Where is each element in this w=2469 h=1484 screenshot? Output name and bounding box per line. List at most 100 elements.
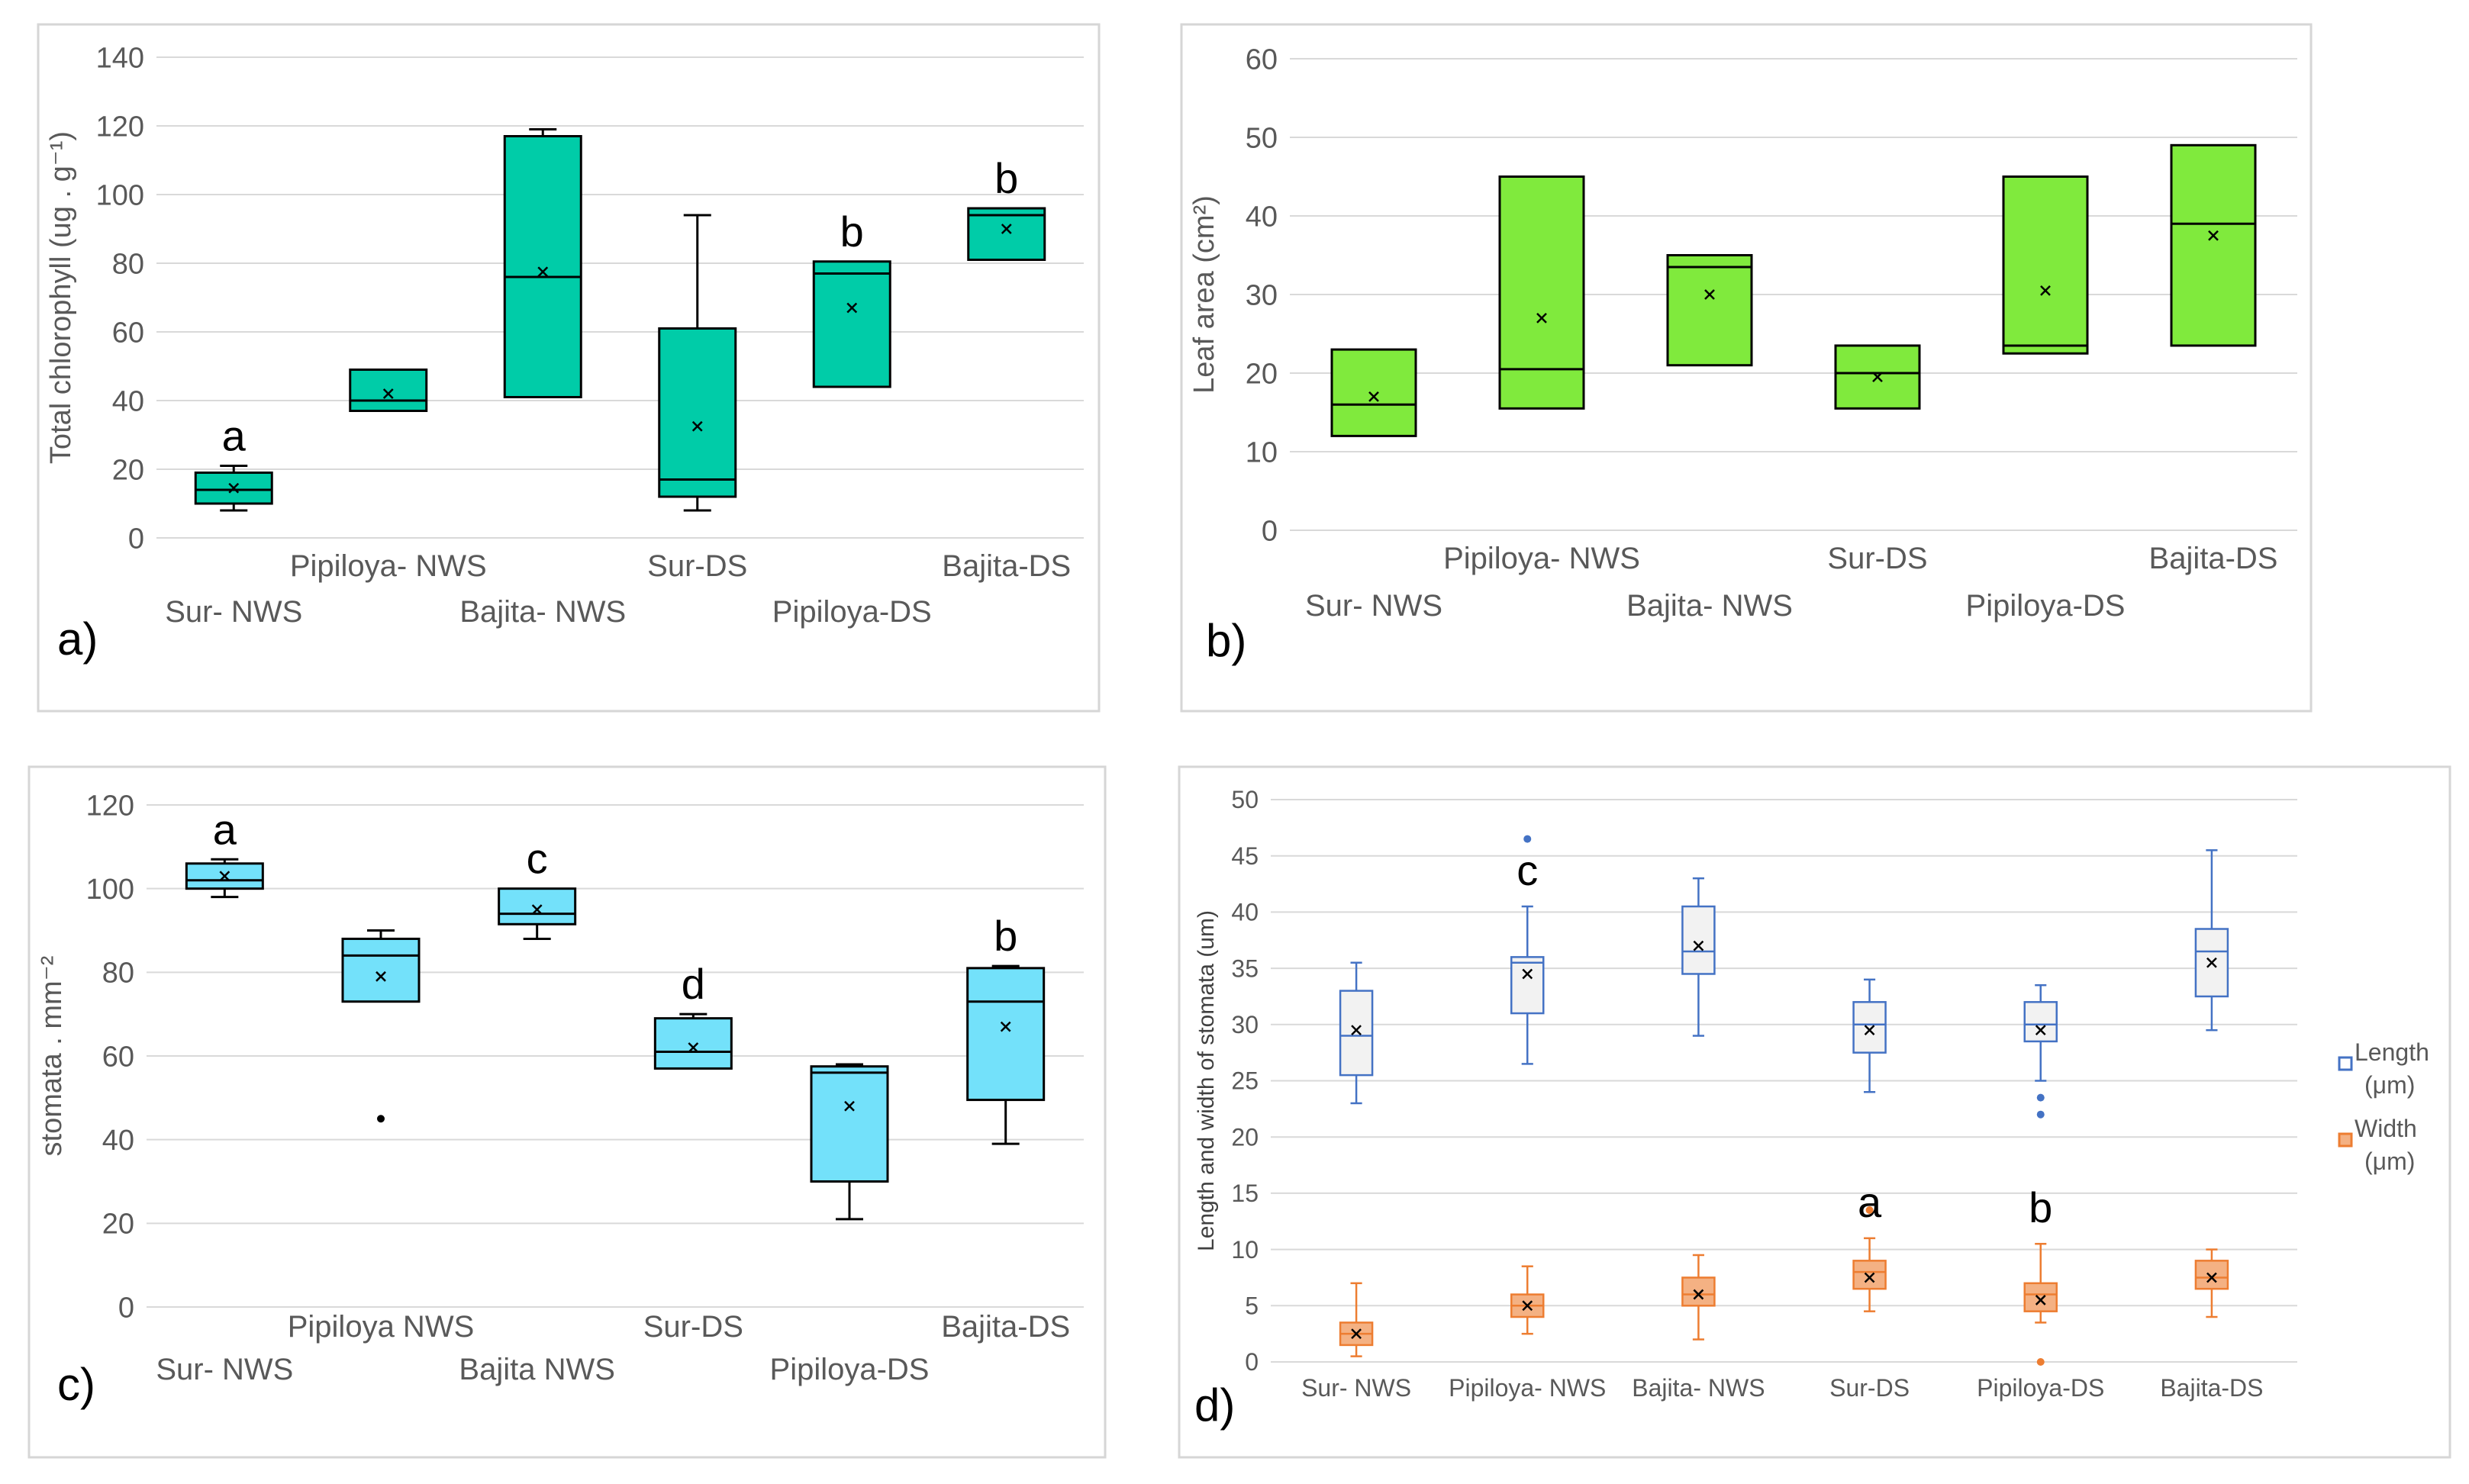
panel-d-length-mean-5: [2206, 957, 2217, 968]
panel-a-ytick-5: 100: [96, 179, 144, 211]
panel-a-mean-4: [846, 302, 858, 314]
panel-d-width-letter-4: b: [2029, 1183, 2052, 1231]
panel-b-ytick-5: 50: [1246, 122, 1278, 154]
panel-b-category-3: Sur-DS: [1827, 542, 1927, 575]
panel-a-box-5: [967, 207, 1046, 261]
panel-c-outlier-1-0: [377, 1115, 385, 1123]
panel-d-legend-swatch-0: [2338, 1056, 2353, 1071]
panel-d-width-box-3: [1852, 1260, 1887, 1290]
panel-a-ytick-4: 80: [112, 248, 144, 280]
panel-a-category-3: Sur-DS: [647, 549, 747, 583]
panel-b-ytick-4: 40: [1246, 201, 1278, 233]
panel-d-length-outlier-1-0: [1523, 835, 1532, 843]
panel-a-category-5: Bajita-DS: [942, 549, 1071, 583]
panel-d-width-outlier-3-0: [1865, 1206, 1874, 1215]
panel-d-length-mean-1: [1522, 968, 1533, 980]
panel-b-ytick-3: 30: [1246, 279, 1278, 311]
panel-a-box-3: [658, 327, 737, 498]
panel-d-length-letter-1: c: [1517, 846, 1538, 894]
panel-c-ytick-4: 80: [102, 958, 134, 990]
panel-d-ytick-7: 35: [1231, 954, 1259, 982]
panel-d-ytick-5: 25: [1231, 1067, 1259, 1095]
panel-b-ylabel: Leaf area (cm²): [1188, 195, 1220, 394]
panel-a-letter-5: b: [994, 154, 1018, 202]
panel-d-legend-name-1: Width: [2355, 1115, 2417, 1142]
panel-d-category-0: Sur- NWS: [1301, 1374, 1411, 1402]
panel-b-mean-0: [1368, 391, 1379, 402]
panel-d-width-mean-0: [1351, 1328, 1362, 1340]
panel-c-box-5: [966, 967, 1046, 1102]
panel-d-frame: [1178, 765, 2451, 1459]
panel-a-mean-1: [382, 388, 394, 399]
panel-c-ytick-0: 0: [118, 1292, 134, 1324]
panel-a-chart: 0 20 40 60 80 100 120 140 Total chlorophyll (ug …: [45, 42, 1084, 665]
panel-d-width-mean-2: [1693, 1289, 1704, 1300]
panel-d-ylabel: Length and width of stomata (um): [1194, 910, 1219, 1251]
panel-a-category-1: Pipiloya- NWS: [290, 549, 487, 583]
panel-d-width-box-5: [2194, 1260, 2229, 1290]
panel-b-box-0: [1330, 348, 1417, 437]
panel-a-ytick-0: 0: [128, 523, 144, 555]
panel-c-ytick-6: 120: [86, 790, 134, 822]
panel-d-width-mean-1: [1522, 1300, 1533, 1312]
panel-d-category-5: Bajita-DS: [2160, 1374, 2263, 1402]
panel-a-ytick-3: 60: [112, 317, 144, 349]
panel-b-ytick-0: 0: [1262, 515, 1278, 547]
panel-b-mean-1: [1536, 313, 1547, 324]
panel-d-category-1: Pipiloya- NWS: [1449, 1374, 1606, 1402]
panel-c-box-4: [810, 1065, 889, 1183]
panel-a-category-0: Sur- NWS: [165, 595, 302, 629]
panel-d-length-box-5: [2194, 928, 2229, 998]
panel-d-category-4: Pipiloya-DS: [1977, 1374, 2104, 1402]
panel-d-length-mean-2: [1693, 940, 1704, 951]
panel-d-width-box-4: [2023, 1282, 2058, 1312]
panel-b-category-1: Pipiloya- NWS: [1443, 542, 1640, 575]
panel-c-category-0: Sur- NWS: [156, 1353, 293, 1386]
panel-c-category-5: Bajita-DS: [941, 1310, 1070, 1344]
panel-c-letter-5: b: [994, 912, 1017, 960]
panel-b-ytick-1: 10: [1246, 436, 1278, 468]
panel-d-length-box-0: [1339, 990, 1374, 1077]
panel-d-length-box-3: [1852, 1001, 1887, 1054]
panel-c-ytick-5: 100: [86, 874, 134, 906]
panel-d-ytick-6: 30: [1231, 1011, 1259, 1038]
panel-d-length-outlier-4-1: [2036, 1110, 2045, 1119]
panel-d-width-mean-4: [2035, 1295, 2046, 1305]
panel-c-category-2: Bajita NWS: [459, 1353, 615, 1386]
panel-a-box-2: [503, 135, 582, 398]
panel-d-width-mean-3: [1864, 1272, 1875, 1283]
panel-c-label: c): [57, 1359, 95, 1410]
panel-d-ytick-10: 50: [1231, 786, 1259, 813]
panel-a-letter-4: b: [840, 208, 864, 256]
panel-c-box-2: [498, 887, 577, 925]
panel-b-box-1: [1498, 175, 1585, 410]
panel-b-mean-5: [2208, 230, 2219, 241]
panel-d-chart: 0 5 10 15 20 25 30 35 40 45 50 Length and width of …: [1194, 786, 2429, 1431]
panel-b-box-3: [1834, 344, 1921, 410]
panel-c-letter-2: c: [527, 835, 548, 883]
panel-a-ytick-6: 120: [96, 111, 144, 143]
panel-a-category-4: Pipiloya-DS: [772, 595, 932, 629]
panel-d-length-mean-3: [1864, 1025, 1875, 1036]
panel-b-mean-4: [2040, 285, 2051, 296]
panel-c-ytick-3: 60: [102, 1041, 134, 1073]
panel-c-mean-4: [844, 1100, 855, 1112]
panel-a-mean-3: [691, 420, 703, 432]
panel-d-ytick-4: 20: [1231, 1123, 1259, 1151]
panel-a-mean-2: [537, 266, 549, 278]
panel-d-width-letter-3: a: [1858, 1178, 1882, 1226]
panel-b-box-2: [1666, 254, 1753, 367]
panel-d-ytick-8: 40: [1231, 899, 1259, 926]
panel-a-category-2: Bajita- NWS: [459, 595, 626, 629]
panel-b-box-5: [2170, 143, 2257, 347]
panel-b-ytick-6: 60: [1246, 43, 1278, 76]
panel-d-width-box-2: [1681, 1276, 1716, 1307]
panel-d-legend-unit-0: (μm): [2364, 1071, 2415, 1099]
panel-c-category-1: Pipiloya NWS: [288, 1310, 475, 1344]
panel-c-mean-5: [1000, 1021, 1011, 1032]
panel-d-length-outlier-4-0: [2036, 1093, 2045, 1102]
panel-d-label: d): [1194, 1379, 1235, 1431]
panel-c-box-3: [653, 1017, 733, 1070]
panel-b-category-4: Pipiloya-DS: [1966, 589, 2126, 623]
